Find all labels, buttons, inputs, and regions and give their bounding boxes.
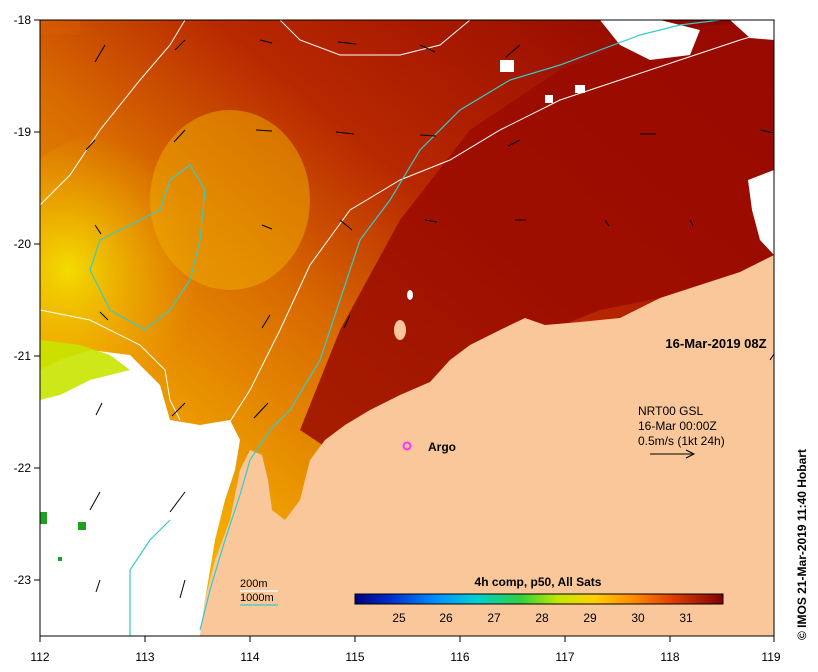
isobath-1000m-2 — [129, 519, 171, 636]
isobath-legend: 200m 1000m — [240, 578, 278, 606]
colorbar-title: 4h comp, p50, All Sats — [475, 575, 602, 589]
lon-tick-label: 112 — [30, 650, 49, 664]
isobath-1000m-loop — [89, 164, 206, 331]
lon-tick-label: 119 — [761, 650, 780, 664]
island — [394, 320, 406, 340]
lon-tick-label: 116 — [450, 650, 469, 664]
cold-pixel — [58, 557, 62, 561]
colorbar-tick-label: 26 — [439, 611, 453, 625]
island — [407, 290, 413, 300]
date-label: 16-Mar-2019 08Z — [665, 336, 766, 351]
isobath-200m-shelf — [214, 29, 774, 446]
current-legend-line3: 0.5m/s (1kt 24h) — [638, 434, 725, 448]
isobath-legend-1000m: 1000m — [240, 592, 274, 604]
argo-float-marker — [402, 441, 412, 451]
lon-tick-label: 113 — [135, 650, 154, 664]
coastal-yellow-green-fringe — [40, 340, 130, 400]
missing-data-northeast — [600, 20, 700, 60]
colorbar-gradient — [354, 593, 724, 605]
isobath-legend-200m: 200m — [240, 578, 268, 590]
cold-pixel — [78, 522, 86, 530]
map-frame — [39, 19, 775, 637]
lon-tick-label: 115 — [345, 650, 364, 664]
lat-tick-label: -18 — [14, 13, 32, 27]
lat-tick-label: -20 — [14, 237, 32, 251]
lon-tick-label: 114 — [240, 650, 259, 664]
missing-data-east — [748, 170, 774, 255]
lat-tick-label: -22 — [14, 461, 32, 475]
current-legend: NRT00 GSL 16-Mar 00:00Z 0.5m/s (1kt 24h) — [638, 404, 725, 459]
cloud-speck — [545, 95, 553, 103]
axis-tick-marks — [34, 19, 775, 642]
lon-tick-label: 118 — [660, 650, 679, 664]
lat-tick-label: -23 — [14, 573, 32, 587]
cloud-speck — [575, 85, 585, 93]
arrowhead-icon — [685, 449, 696, 459]
lon-tick-label: 117 — [555, 650, 574, 664]
current-vectors — [85, 39, 774, 599]
missing-data-southwest — [40, 350, 240, 636]
colorbar-tick-label: 25 — [392, 611, 406, 625]
colorbar-tick-label: 27 — [487, 611, 501, 625]
isobath-1000m — [199, 20, 721, 631]
current-legend-line1: NRT00 GSL — [638, 404, 703, 418]
argo-label: Argo — [428, 440, 456, 454]
missing-data-patch — [40, 20, 80, 35]
colorbar-tick-label: 29 — [583, 611, 597, 625]
plot-area — [40, 20, 774, 636]
cloud-speck — [500, 60, 514, 72]
colorbar: 4h comp, p50, All Sats 25 26 27 28 29 30… — [354, 575, 724, 625]
current-legend-line2: 16-Mar 00:00Z — [638, 419, 717, 433]
colorbar-tick-label: 30 — [631, 611, 645, 625]
credit-text: © IMOS 21-Mar-2019 11:40 Hobart — [795, 449, 809, 640]
isobath-200m — [40, 20, 186, 206]
land-mass — [200, 255, 774, 636]
warm-water-patch-north — [150, 110, 310, 290]
cold-pixel — [40, 512, 47, 524]
colorbar-tick-label: 31 — [679, 611, 693, 625]
isobath-200m-2 — [279, 20, 471, 56]
colorbar-tick-label: 28 — [535, 611, 549, 625]
missing-data-northeast-2 — [730, 20, 774, 40]
warm-core-region — [300, 20, 774, 450]
lat-tick-label: -21 — [14, 349, 32, 363]
isobath-200m-3 — [40, 309, 181, 421]
lat-tick-label: -19 — [14, 125, 32, 139]
